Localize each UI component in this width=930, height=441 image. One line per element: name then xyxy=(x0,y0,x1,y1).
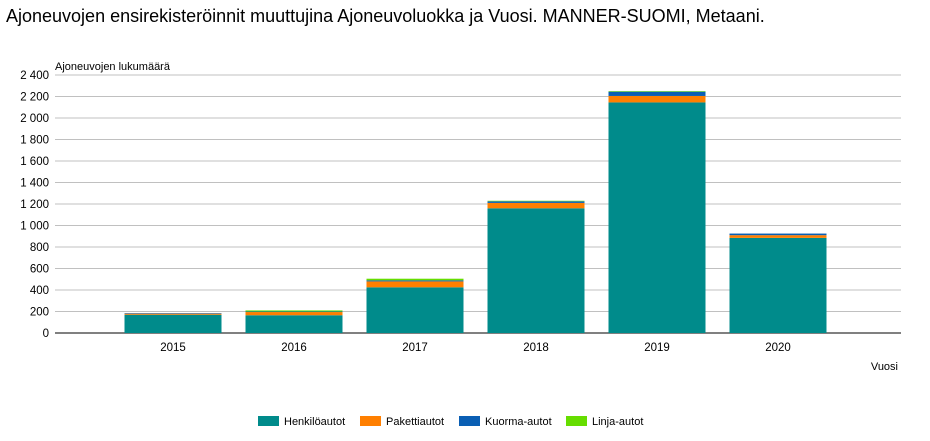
legend-item: Pakettiautot xyxy=(360,416,444,428)
bar-2018-Henkilöautot xyxy=(487,208,585,333)
legend: Henkilöautot Pakettiautot Kuorma-autot Linj… xyxy=(258,416,643,428)
x-tick-label: 2018 xyxy=(523,342,549,354)
y-tick-label: 400 xyxy=(30,285,49,297)
y-tick-label: 1 600 xyxy=(20,156,49,168)
y-tick-label: 800 xyxy=(30,242,49,254)
y-tick-label: 1 200 xyxy=(20,199,49,211)
bar-2019-Kuorma-autot xyxy=(608,91,706,96)
bar-2020-Kuorma-autot xyxy=(729,233,827,236)
legend-item: Henkilöautot xyxy=(258,416,345,428)
legend-label: Henkilöautot xyxy=(284,416,345,428)
x-tick-label: 2020 xyxy=(765,342,791,354)
bar-2016-Henkilöautot xyxy=(245,315,343,333)
bar-2017-Pakettiautot xyxy=(366,281,464,288)
bar-2016-Kuorma-autot xyxy=(245,311,343,313)
bar-stack-2017 xyxy=(366,278,464,333)
y-tick-label: 1 800 xyxy=(20,135,49,147)
y-tick-label: 600 xyxy=(30,264,49,276)
bar-2020-Henkilöautot xyxy=(729,237,827,333)
legend-item: Kuorma-autot xyxy=(459,416,552,428)
y-tick-label: 2 000 xyxy=(20,113,49,125)
bar-2017-Kuorma-autot xyxy=(366,280,464,282)
bar-stack-2018 xyxy=(487,200,585,333)
bar-2020-Pakettiautot xyxy=(729,235,827,238)
bar-stack-2019 xyxy=(608,91,706,333)
bar-stack-2015 xyxy=(124,313,222,333)
legend-label: Kuorma-autot xyxy=(485,416,552,428)
x-tick-label: 2017 xyxy=(402,342,428,354)
legend-item: Linja-autot xyxy=(566,416,643,428)
bar-2016-Linja-autot xyxy=(245,310,343,312)
x-tick-label: 2019 xyxy=(644,342,670,354)
bar-2018-Pakettiautot xyxy=(487,202,585,209)
bar-stack-2016 xyxy=(245,310,343,333)
y-tick-label: 2 400 xyxy=(20,70,49,82)
bar-2017-Linja-autot xyxy=(366,278,464,281)
bar-2019-Pakettiautot xyxy=(608,95,706,103)
bar-stack-2020 xyxy=(729,233,827,333)
x-axis-title: Vuosi xyxy=(871,361,898,373)
legend-swatch xyxy=(566,416,587,426)
legend-swatch xyxy=(258,416,279,426)
x-tick-label: 2016 xyxy=(281,342,307,354)
bar-2019-Henkilöautot xyxy=(608,102,706,333)
bar-2015-Pakettiautot xyxy=(124,313,222,315)
x-axis-ticks: 2015 2016 2017 2018 2019 2020 xyxy=(160,342,791,354)
chart-title: Ajoneuvojen ensirekisteröinnit muuttujin… xyxy=(6,6,765,26)
legend-swatch xyxy=(459,416,480,426)
y-tick-label: 0 xyxy=(43,328,49,340)
bar-2017-Henkilöautot xyxy=(366,287,464,333)
legend-label: Pakettiautot xyxy=(386,416,444,428)
legend-label: Linja-autot xyxy=(592,416,643,428)
y-axis-ticks: 0 200 400 600 800 1 000 1 200 1 400 1 600 1 800 2 … xyxy=(20,70,49,340)
bars xyxy=(124,91,827,333)
y-tick-label: 1 400 xyxy=(20,178,49,190)
bar-2015-Kuorma-autot xyxy=(124,313,222,314)
bar-2019-Linja-autot xyxy=(608,91,706,92)
bar-2018-Kuorma-autot xyxy=(487,201,585,203)
y-tick-label: 1 000 xyxy=(20,221,49,233)
y-tick-label: 2 200 xyxy=(20,92,49,104)
bar-2015-Henkilöautot xyxy=(124,314,222,333)
y-axis-title: Ajoneuvojen lukumäärä xyxy=(55,61,171,73)
bar-2018-Linja-autot xyxy=(487,200,585,202)
bar-2016-Pakettiautot xyxy=(245,312,343,316)
legend-swatch xyxy=(360,416,381,426)
x-tick-label: 2015 xyxy=(160,342,186,354)
y-tick-label: 200 xyxy=(30,307,49,319)
